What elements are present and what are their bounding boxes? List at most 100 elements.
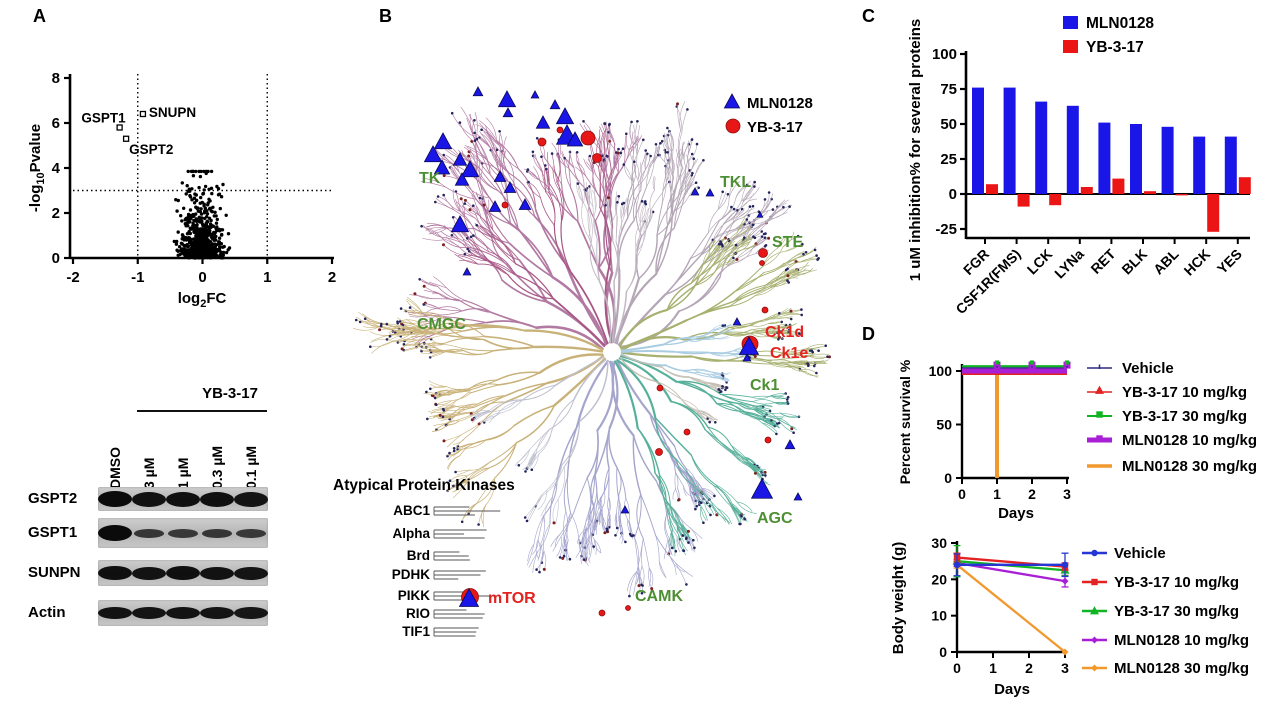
yb-3-17-marker: [761, 306, 769, 314]
x-tick-label: 3: [1063, 486, 1071, 502]
tip-dot: [469, 235, 473, 239]
tree-branch: [501, 279, 549, 303]
tree-branch: [755, 284, 775, 296]
tree-branch: [455, 199, 465, 217]
tip-dot: [473, 139, 477, 142]
tree-branch: [641, 203, 647, 226]
tree-branch: [789, 366, 807, 372]
tree-branch: [631, 146, 638, 177]
tree-branch: [676, 459, 699, 491]
tree-branch: [715, 324, 733, 331]
tree-branch: [528, 495, 543, 522]
tree-branch: [640, 169, 646, 191]
tree-branch: [523, 329, 604, 351]
tip-dot: [616, 151, 620, 155]
tree-branch: [464, 145, 486, 159]
tree-branch: [712, 252, 726, 265]
x-tick-label: 3: [1061, 660, 1069, 676]
bar-yb-3-17: [1017, 194, 1030, 207]
tip-dot: [800, 308, 803, 311]
tree-branch: [489, 399, 518, 411]
tree-branch: [451, 392, 472, 402]
tree-branch: [473, 395, 507, 408]
tree-branch: [757, 405, 773, 408]
tree-branch: [437, 292, 459, 301]
x-tick-label: 1: [989, 660, 997, 676]
tree-branch: [426, 391, 444, 395]
tip-dot: [753, 355, 757, 358]
tree-branch: [701, 488, 713, 499]
kinase-family-label: TKL: [720, 174, 751, 191]
series-marker: [1096, 411, 1103, 418]
tree-branch: [690, 454, 715, 486]
tip-dot: [685, 583, 688, 586]
tree-branch: [724, 241, 735, 251]
tree-branch: [412, 335, 430, 340]
data-point: [179, 248, 183, 253]
data-point: [191, 223, 196, 227]
tree-branch: [597, 209, 614, 269]
tree-branch: [466, 324, 526, 332]
data-point: [206, 238, 210, 242]
tree-branch: [738, 403, 757, 409]
data-point: [207, 230, 212, 234]
tree-branch: [676, 459, 694, 486]
tree-branch: [672, 167, 678, 194]
tip-dot: [385, 338, 389, 341]
kinase-family-label: TK: [419, 170, 441, 187]
tree-branch: [628, 520, 633, 540]
data-point: [220, 252, 224, 257]
data-point: [198, 234, 202, 238]
tip-dot: [436, 195, 440, 198]
x-tick-label: -2: [66, 269, 79, 286]
tree-branch: [533, 515, 544, 545]
tree-branch: [730, 223, 754, 240]
tree-branch: [568, 165, 571, 188]
gene-label: SNUPN: [149, 105, 196, 120]
tree-branch: [553, 224, 572, 274]
tree-branch: [575, 152, 580, 167]
tree-branch: [689, 527, 703, 539]
tip-dot: [684, 537, 688, 540]
tip-dot: [777, 338, 780, 341]
mln0128-marker: [756, 211, 764, 218]
mln0128-marker: [723, 93, 741, 109]
tip-dot: [754, 242, 758, 246]
tree-branch: [630, 135, 642, 152]
tree-branch: [681, 171, 691, 194]
data-point: [195, 249, 200, 253]
blot-treatment-header: YB-3-17: [202, 385, 258, 402]
tree-branch: [440, 310, 463, 316]
data-point: [201, 238, 205, 242]
data-point: [198, 201, 202, 205]
data-point: [197, 185, 201, 190]
data-point: [180, 219, 184, 223]
tree-branch: [791, 265, 810, 274]
tree-branch: [557, 466, 566, 500]
data-point: [210, 242, 215, 246]
tree-branch: [631, 179, 638, 205]
tree-branch: [460, 106, 474, 137]
protein-band: [201, 528, 233, 538]
tree-branch: [442, 413, 456, 415]
tip-dot: [721, 324, 725, 328]
data-point: [196, 209, 200, 213]
data-point: [208, 222, 213, 226]
tree-branch: [787, 253, 804, 262]
tree-branch: [507, 274, 555, 300]
tip-dot: [641, 584, 644, 587]
tree-branch: [750, 328, 774, 331]
legend-label: MLN0128 10 mg/kg: [1114, 632, 1249, 649]
tree-branch: [459, 260, 479, 265]
tip-dot: [751, 204, 755, 208]
tip-dot: [603, 531, 607, 535]
tree-branch: [464, 439, 487, 449]
data-point: [208, 250, 212, 255]
yb-3-17-marker: [759, 260, 765, 266]
tip-dot: [640, 591, 644, 595]
tip-dot: [763, 245, 767, 248]
tree-branch: [688, 185, 699, 197]
tree-branch: [425, 314, 450, 321]
tree-branch: [573, 477, 588, 514]
